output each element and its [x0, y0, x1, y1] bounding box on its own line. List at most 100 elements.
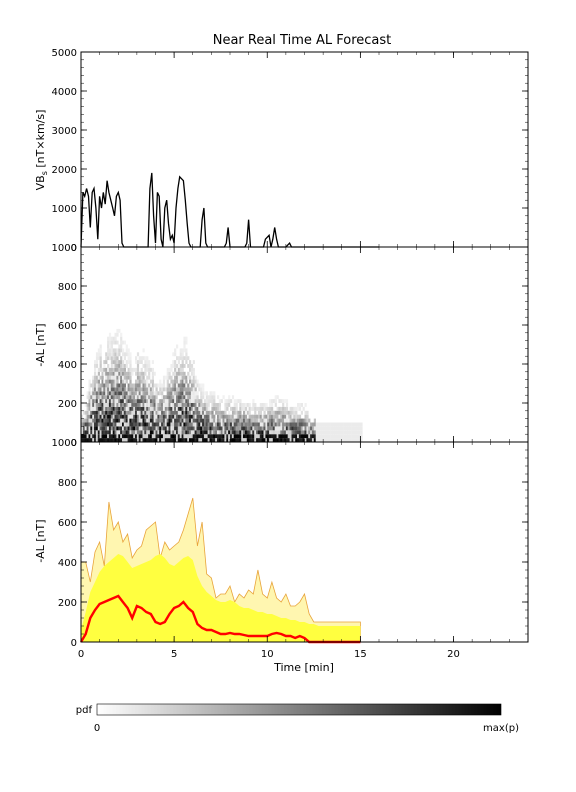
pdf-cell: [352, 434, 356, 439]
pdf-cell: [192, 375, 195, 380]
pdf-cell: [190, 422, 194, 427]
pdf-cell: [289, 406, 292, 411]
pdf-cell: [356, 434, 359, 439]
pdf-cell: [185, 340, 188, 345]
pdf-cell: [88, 438, 91, 442]
pdf-cell: [172, 438, 175, 442]
pdf-cell: [135, 426, 138, 431]
pdf-cell: [271, 406, 274, 411]
pdf-cell: [280, 399, 283, 403]
pdf-cell: [97, 434, 100, 439]
pdf-cell: [133, 410, 136, 415]
pdf-cell: [129, 422, 132, 427]
pdf-cell: [168, 383, 171, 388]
pdf-cell: [351, 438, 354, 442]
pdf-cell: [338, 430, 341, 435]
pdf-cell: [172, 422, 175, 427]
pdf-cell: [110, 336, 113, 341]
pdf-cell: [246, 410, 249, 415]
pdf-cell: [200, 406, 203, 411]
pdf-cell: [198, 383, 201, 388]
pdf-cell: [218, 403, 221, 407]
pdf-cell: [136, 352, 140, 357]
pdf-cell: [177, 430, 180, 435]
pdf-cell: [179, 406, 182, 411]
pdf-cell: [200, 434, 203, 439]
pdf-cell: [241, 422, 244, 427]
pdf-cell: [308, 418, 311, 423]
pdf-cell: [282, 418, 285, 423]
pdf-cell: [122, 399, 125, 403]
pdf-cell: [164, 395, 167, 400]
pdf-cell: [151, 422, 154, 427]
pdf-cell: [220, 430, 223, 435]
pdf-cell: [203, 399, 207, 403]
pdf-cell: [174, 426, 177, 431]
pdf-cell: [271, 403, 274, 407]
pdf-cell: [99, 348, 102, 353]
pdf-cell: [161, 403, 164, 407]
pdf-cell: [190, 391, 194, 396]
pdf-cell: [118, 348, 121, 353]
pdf-cell: [142, 387, 145, 392]
pdf-cell: [161, 387, 164, 392]
pdf-cell: [144, 367, 147, 372]
pdf-cell: [148, 399, 151, 403]
pdf-cell: [280, 430, 283, 435]
pdf-cell: [118, 438, 121, 442]
pdf-cell: [162, 379, 166, 384]
pdf-cell: [88, 379, 91, 384]
pdf-cell: [108, 414, 112, 419]
pdf-cell: [194, 383, 197, 388]
pdf-cell: [157, 399, 160, 403]
pdf-cell: [261, 403, 264, 407]
pdf-cell: [187, 375, 190, 380]
pdf-cell: [110, 371, 113, 376]
pdf-cell: [120, 387, 123, 392]
pdf-cell: [185, 426, 188, 431]
pdf-cell: [177, 426, 180, 431]
pdf-cell: [153, 406, 156, 411]
y-tick-label: 0: [71, 638, 77, 649]
pdf-cell: [122, 406, 125, 411]
pdf-cell: [176, 426, 179, 431]
pdf-cell: [99, 410, 102, 415]
pdf-cell: [257, 410, 261, 415]
pdf-cell: [181, 406, 184, 411]
pdf-cell: [99, 434, 102, 439]
pdf-cell: [170, 379, 173, 384]
pdf-cell: [170, 367, 173, 372]
pdf-cell: [218, 399, 221, 403]
pdf-cell: [269, 399, 272, 403]
pdf-cell: [105, 434, 108, 439]
pdf-cell: [144, 356, 147, 361]
pdf-cell: [107, 364, 110, 368]
pdf-cell: [181, 414, 184, 419]
pdf-cell: [95, 383, 99, 388]
pdf-cell: [334, 426, 337, 431]
pdf-cell: [285, 406, 289, 411]
pdf-cell: [230, 414, 233, 419]
pdf-cell: [271, 430, 274, 435]
pdf-cell: [351, 430, 354, 435]
pdf-cell: [94, 399, 97, 403]
pdf-cell: [162, 375, 166, 380]
pdf-cell: [282, 434, 285, 439]
pdf-cell: [339, 422, 343, 427]
pdf-cell: [190, 430, 194, 435]
pdf-cell: [138, 430, 141, 435]
pdf-cell: [144, 414, 147, 419]
pdf-cell: [155, 426, 158, 431]
pdf-cell: [176, 399, 179, 403]
pdf-cell: [274, 422, 277, 427]
pdf-cell: [280, 422, 283, 427]
pdf-cell: [112, 434, 115, 439]
pdf-cell: [248, 414, 251, 419]
pdf-cell: [176, 375, 179, 380]
pdf-cell: [81, 426, 84, 431]
pdf-cell: [213, 426, 216, 431]
pdf-cell: [120, 348, 123, 353]
pdf-cell: [243, 430, 246, 435]
pdf-cell: [125, 403, 128, 407]
pdf-cell: [230, 438, 233, 442]
